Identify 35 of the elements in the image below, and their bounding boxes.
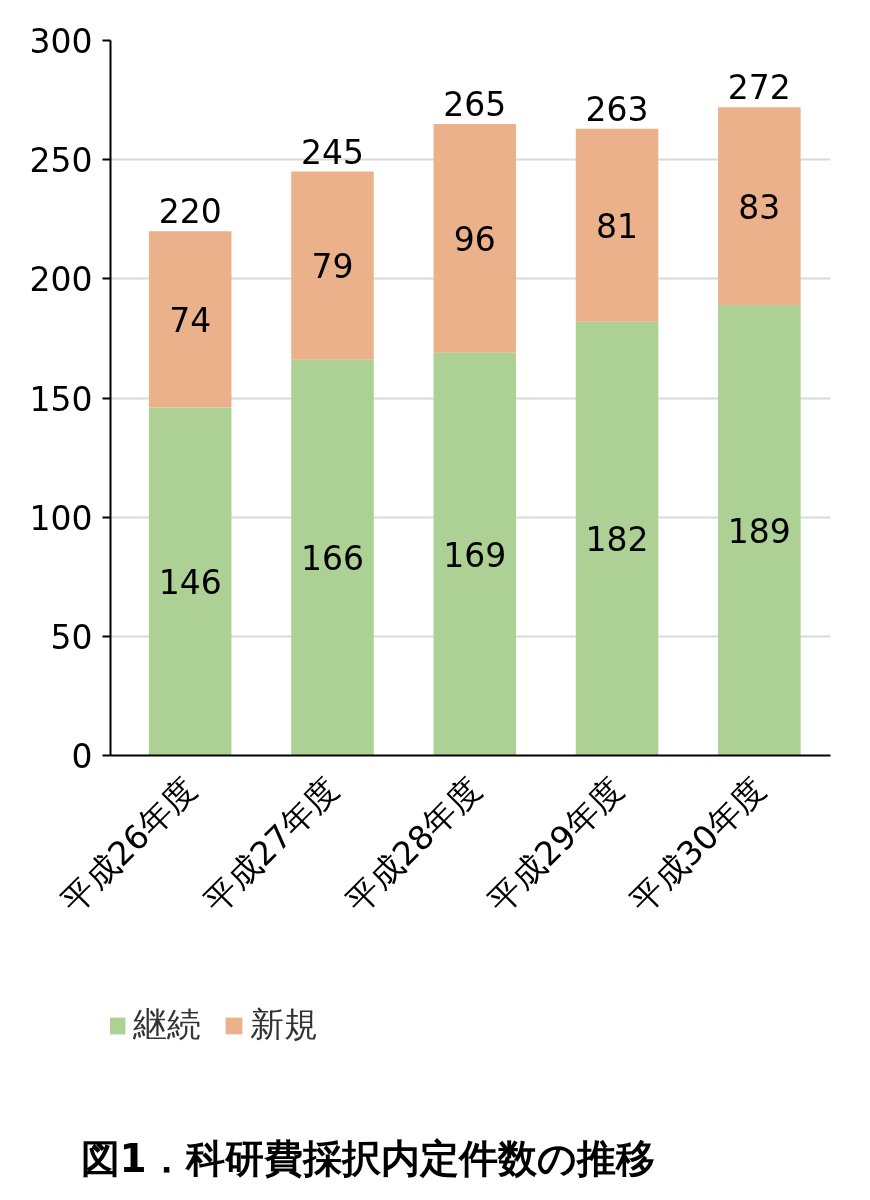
- bar: [718, 305, 801, 756]
- y-tick-label: 300: [29, 22, 93, 61]
- data-label: 189: [727, 511, 791, 551]
- bar: [575, 321, 659, 756]
- data-label: 74: [169, 300, 212, 340]
- bar: [433, 123, 517, 353]
- y-tick-label: 250: [29, 141, 93, 181]
- bar: [148, 231, 232, 408]
- data-label: 169: [443, 535, 507, 575]
- legend-label: 新規: [250, 1003, 318, 1046]
- total-label: 263: [585, 89, 649, 129]
- bar: [291, 359, 374, 756]
- bar: [718, 107, 801, 306]
- bar: [433, 352, 517, 756]
- data-label: 83: [738, 187, 781, 227]
- y-tick-label: 50: [50, 617, 93, 657]
- y-tick-label: 100: [29, 498, 93, 538]
- data-label: 146: [158, 563, 222, 603]
- total-label: 265: [443, 84, 507, 124]
- total-label: 272: [727, 68, 791, 108]
- bar: [291, 171, 374, 360]
- y-tick-label: 0: [71, 737, 93, 776]
- text: 図1．科研費採択内定件数の推移: [80, 1135, 655, 1181]
- data-label: 81: [596, 206, 639, 246]
- data-label: 182: [585, 520, 649, 560]
- bar: [575, 128, 659, 322]
- y-tick-label: 200: [29, 260, 93, 300]
- y-tick-label: 150: [29, 379, 93, 419]
- bar: [148, 407, 232, 756]
- data-label: 79: [311, 247, 354, 287]
- total-label: 220: [158, 192, 222, 232]
- data-label: 166: [300, 539, 364, 579]
- data-label: 96: [453, 219, 496, 259]
- total-label: 245: [300, 132, 364, 172]
- legend-label: 継続: [133, 1003, 201, 1046]
